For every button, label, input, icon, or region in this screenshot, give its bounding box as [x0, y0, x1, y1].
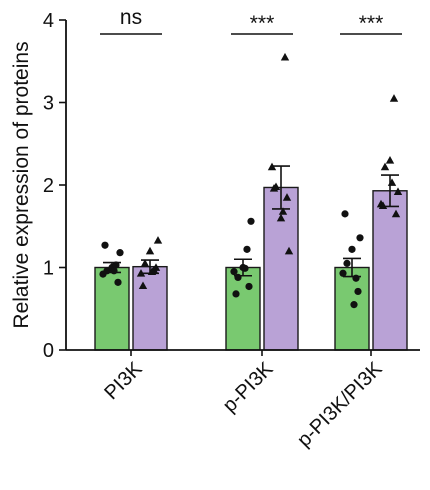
- data-point: [339, 269, 347, 277]
- bar: [334, 266, 370, 351]
- significance-label: ***: [250, 12, 275, 35]
- data-point: [151, 263, 161, 271]
- data-point: [145, 246, 155, 255]
- data-point: [278, 207, 288, 215]
- y-axis-title: Relative expression of proteins: [10, 41, 33, 328]
- data-point: [101, 241, 109, 249]
- bar: [372, 190, 408, 351]
- data-point: [276, 213, 286, 222]
- y-tick-label: 2: [43, 175, 54, 197]
- y-tick-label: 1: [43, 258, 54, 280]
- data-point: [354, 287, 362, 296]
- data-point: [267, 162, 277, 171]
- data-point: [230, 268, 238, 276]
- data-point: [380, 162, 390, 171]
- x-tick-label: p-PI3K/PI3K: [293, 358, 387, 452]
- bar: [225, 266, 261, 351]
- error-bar: [272, 165, 290, 210]
- x-tick-label: p-PI3K: [219, 358, 278, 417]
- data-point: [387, 178, 397, 186]
- significance-label: ***: [359, 12, 384, 35]
- data-point: [282, 193, 292, 201]
- data-point: [116, 249, 124, 257]
- data-point: [391, 209, 401, 218]
- data-point: [284, 246, 294, 255]
- data-point: [348, 245, 356, 253]
- data-point: [393, 187, 403, 195]
- data-point: [112, 261, 120, 269]
- y-tick-label: 3: [43, 93, 54, 115]
- data-point: [138, 281, 148, 290]
- data-point: [234, 273, 242, 281]
- y-tick-label: 4: [43, 10, 54, 32]
- y-tick-label: 0: [43, 340, 54, 362]
- data-point: [232, 290, 240, 298]
- data-point: [110, 267, 118, 275]
- data-point: [352, 274, 360, 282]
- data-point: [247, 217, 255, 225]
- data-point: [389, 94, 399, 102]
- data-point: [241, 264, 249, 272]
- data-point: [136, 269, 146, 277]
- x-tick-label: PI3K: [100, 358, 147, 405]
- data-point: [356, 234, 364, 242]
- data-point: [153, 236, 163, 244]
- data-point: [147, 267, 157, 275]
- data-point: [341, 210, 349, 218]
- data-point: [378, 201, 388, 209]
- data-point: [280, 52, 290, 61]
- data-point: [385, 156, 395, 164]
- bar: [94, 266, 130, 351]
- significance-label: ns: [120, 6, 142, 29]
- data-point: [114, 278, 122, 286]
- data-point: [140, 259, 150, 267]
- data-point: [269, 184, 279, 192]
- data-point: [245, 282, 253, 291]
- data-point: [350, 301, 358, 309]
- bar: [132, 265, 168, 351]
- data-point: [343, 259, 351, 267]
- data-point: [243, 245, 251, 253]
